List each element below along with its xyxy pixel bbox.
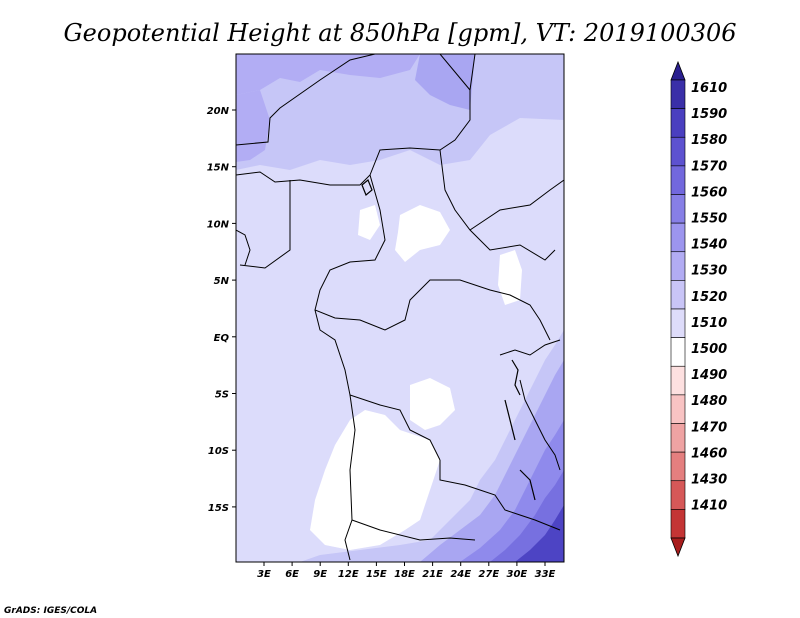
colorbar-segment xyxy=(670,222,686,253)
height-band-north-3 xyxy=(415,54,475,110)
colorbar-label: 1430 xyxy=(691,473,727,488)
lat-tick-label: 20N xyxy=(207,106,230,117)
lat-tick-label: 5N xyxy=(214,276,230,287)
longitude-axis: 3E 6E 9E 12E 15E 18E 21E 24E 27E 30E 33E xyxy=(257,562,556,580)
lon-tick-label: 24E xyxy=(450,569,471,580)
white-region-1 xyxy=(358,205,380,240)
colorbar-segment xyxy=(670,136,686,167)
lon-tick-label: 3E xyxy=(257,569,271,580)
colorbar-label: 1480 xyxy=(691,394,727,409)
colorbar-label: 1550 xyxy=(691,212,727,227)
colorbar-segment xyxy=(670,79,686,109)
colorbar-segment xyxy=(670,337,686,367)
colorbar-label: 1590 xyxy=(691,107,727,122)
lat-tick-label: 5S xyxy=(215,390,229,401)
colorbar-segment xyxy=(670,423,686,453)
lon-tick-label: 6E xyxy=(285,569,299,580)
map-panel xyxy=(236,54,564,562)
colorbar-segment xyxy=(670,194,686,224)
colorbar-label: 1580 xyxy=(691,133,727,148)
colorbar-max-arrow xyxy=(670,60,686,81)
white-region-2 xyxy=(395,205,450,262)
colorbar-segment xyxy=(670,365,686,396)
colorbar-label: 1540 xyxy=(691,238,727,253)
lon-tick-label: 33E xyxy=(535,569,556,580)
colorbar-label: 1470 xyxy=(691,420,727,435)
lon-tick-label: 30E xyxy=(507,569,528,580)
colorbar-segment xyxy=(670,251,686,281)
colorbar-segment xyxy=(670,509,686,539)
colorbar-label: 1520 xyxy=(691,290,727,305)
colorbar-segment xyxy=(670,480,686,510)
colorbar-segment xyxy=(670,165,686,195)
lon-tick-label: 15E xyxy=(366,569,387,580)
map-frame xyxy=(235,53,565,563)
colorbar-label: 1530 xyxy=(691,264,727,279)
white-region-south xyxy=(310,410,440,550)
white-region-3 xyxy=(498,250,522,305)
lakes xyxy=(361,179,536,501)
lon-tick-label: 27E xyxy=(478,569,499,580)
grads-credit: GrADS: IGES/COLA xyxy=(4,606,97,616)
lat-tick-label: 10S xyxy=(208,446,229,457)
colorbar-label: 1560 xyxy=(691,185,727,200)
figure-title: Geopotential Height at 850hPa [gpm], VT:… xyxy=(64,19,737,47)
colorbar-label: 1410 xyxy=(691,499,727,514)
lon-tick-label: 9E xyxy=(313,569,327,580)
lon-tick-label: 18E xyxy=(394,569,415,580)
colorbar-segment xyxy=(670,308,686,338)
height-band-southeast-5 xyxy=(515,505,564,562)
colorbar-label: 1570 xyxy=(691,159,727,174)
colorbar-min-arrow xyxy=(670,537,686,558)
lon-tick-label: 12E xyxy=(338,569,359,580)
colorbar-segment xyxy=(670,108,686,138)
colorbar-segment xyxy=(670,280,686,310)
colorbar-label: 1490 xyxy=(691,368,727,383)
height-band-north-2 xyxy=(236,54,420,95)
lat-tick-label: 15S xyxy=(208,503,229,514)
colorbar: 1610 1590 1580 1570 1560 1550 1540 1530 1520 1510… xyxy=(670,60,727,558)
lon-tick-label: 21E xyxy=(422,569,443,580)
latitude-axis: 20N 15N 10N 5N EQ 5S 10S 15S xyxy=(207,106,236,514)
country-boundaries xyxy=(236,54,564,561)
colorbar-segment xyxy=(670,451,686,482)
colorbar-label: 1460 xyxy=(691,446,727,461)
lat-tick-label: EQ xyxy=(214,333,230,344)
colorbar-segment xyxy=(670,394,686,424)
white-region-4 xyxy=(410,378,455,430)
colorbar-label: 1510 xyxy=(691,316,727,331)
colorbar-label: 1610 xyxy=(691,81,727,96)
height-band-north xyxy=(236,54,564,170)
lat-tick-label: 10N xyxy=(207,219,230,230)
lat-tick-label: 15N xyxy=(207,163,230,174)
colorbar-label: 1500 xyxy=(691,342,727,357)
